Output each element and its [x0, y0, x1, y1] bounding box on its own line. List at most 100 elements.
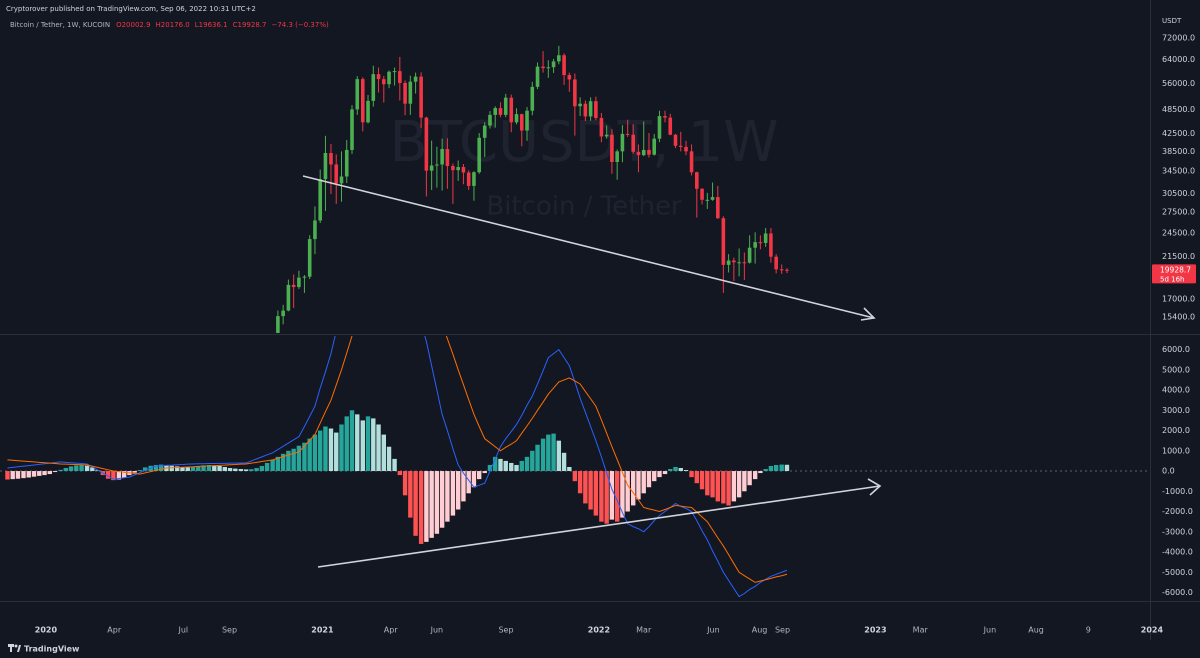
candle-body	[588, 101, 593, 117]
histogram-bar	[742, 471, 747, 492]
histogram-bar	[74, 465, 79, 472]
histogram-bar	[540, 438, 546, 472]
histogram-bar	[689, 471, 694, 478]
histogram-bar	[476, 471, 482, 480]
histogram-bar	[63, 468, 69, 472]
x-tick-label: Jul	[177, 626, 188, 635]
candle-body	[419, 76, 423, 118]
histogram-bar	[259, 465, 265, 472]
candle-body	[689, 151, 694, 173]
histogram-bar	[212, 465, 217, 472]
candle-body	[620, 133, 625, 152]
candle-body	[371, 74, 376, 101]
histogram-bar	[31, 471, 37, 477]
candle-body	[281, 310, 285, 317]
last-price-label: 19928.7	[1160, 265, 1191, 274]
candle-body	[413, 76, 418, 82]
candle-body	[562, 55, 566, 76]
histogram-bar	[386, 446, 392, 472]
candle-body	[716, 197, 720, 219]
candle-body	[610, 134, 614, 162]
y-tick-label: -2000.0	[1162, 507, 1193, 516]
histogram-bar	[68, 466, 74, 472]
histogram-bar	[132, 471, 137, 473]
candle-body	[684, 146, 688, 152]
x-tick-label: Apr	[384, 626, 399, 635]
histogram-bar	[752, 471, 758, 480]
histogram-bar	[137, 470, 143, 472]
histogram-bar	[471, 471, 477, 488]
candle-body	[408, 81, 413, 104]
histogram-bar	[631, 471, 636, 506]
histogram-bar	[646, 471, 652, 488]
candle-body	[509, 97, 514, 123]
y-tick-label: 24500.0	[1162, 229, 1195, 238]
y-tick-label: 4000.0	[1162, 386, 1190, 395]
histogram-bar	[439, 471, 445, 528]
histogram-bar	[169, 465, 174, 472]
histogram-bar	[572, 471, 578, 482]
histogram-bar	[47, 471, 52, 475]
candle-body	[541, 66, 545, 69]
y-tick-label: 3000.0	[1162, 406, 1190, 415]
histogram-bar	[715, 471, 721, 502]
candle-body	[647, 149, 651, 155]
candle-body	[519, 114, 524, 131]
x-tick-label: Sep	[775, 626, 790, 635]
x-tick-label: Jun	[706, 626, 720, 635]
watermark: BTCUSDT, 1W	[390, 110, 779, 175]
footer-logo[interactable]: TradingView	[24, 645, 80, 654]
histogram-bar	[577, 471, 583, 494]
histogram-bar	[530, 450, 535, 472]
histogram-bar	[58, 469, 63, 472]
candle-body	[493, 108, 498, 115]
candle-body	[774, 256, 778, 270]
histogram-bar	[254, 468, 259, 472]
candle-body	[631, 134, 636, 152]
candle-body	[488, 114, 492, 126]
histogram-bar	[42, 471, 47, 476]
histogram-bar	[731, 471, 737, 502]
candle-body	[785, 269, 789, 271]
histogram-bar	[556, 440, 562, 472]
trend-arrow-price	[302, 175, 876, 321]
histogram-bar	[105, 471, 111, 479]
histogram-bar	[625, 471, 630, 512]
y-tick-label: -6000.0	[1162, 588, 1193, 597]
candle-body	[594, 101, 598, 118]
candle-body	[286, 284, 291, 311]
histogram-bar	[5, 471, 10, 480]
candle-body	[641, 149, 646, 156]
x-tick-label: Aug	[1028, 626, 1044, 635]
y-tick-label: 15400.0	[1162, 313, 1195, 322]
histogram-bar	[620, 471, 625, 518]
signal-line	[7, 336, 788, 583]
histogram-bar	[668, 469, 673, 472]
candle-body	[652, 138, 657, 155]
x-tick-label: Apr	[107, 626, 122, 635]
x-tick-label: 9	[1086, 626, 1091, 635]
histogram-bar	[153, 464, 159, 472]
y-tick-label: 64000.0	[1162, 55, 1195, 64]
histogram-bar	[784, 464, 790, 472]
candle-body	[392, 71, 397, 73]
x-tick-label: Aug	[752, 626, 768, 635]
histogram-bar	[222, 466, 228, 472]
candle-body	[625, 133, 630, 135]
histogram-bar	[90, 467, 95, 472]
candle-body	[721, 218, 726, 265]
histogram-bar	[768, 465, 774, 472]
histogram-bar	[588, 471, 593, 510]
histogram-bar	[328, 428, 334, 472]
histogram-bar	[286, 450, 291, 472]
candle-body	[747, 247, 752, 263]
y-tick-label: 42500.0	[1162, 129, 1195, 138]
histogram-bar	[360, 420, 365, 472]
histogram-bar	[206, 464, 212, 472]
histogram-bar	[673, 466, 678, 472]
candle-body	[678, 145, 683, 147]
candle-body	[535, 66, 540, 87]
histogram-bar	[37, 471, 42, 476]
